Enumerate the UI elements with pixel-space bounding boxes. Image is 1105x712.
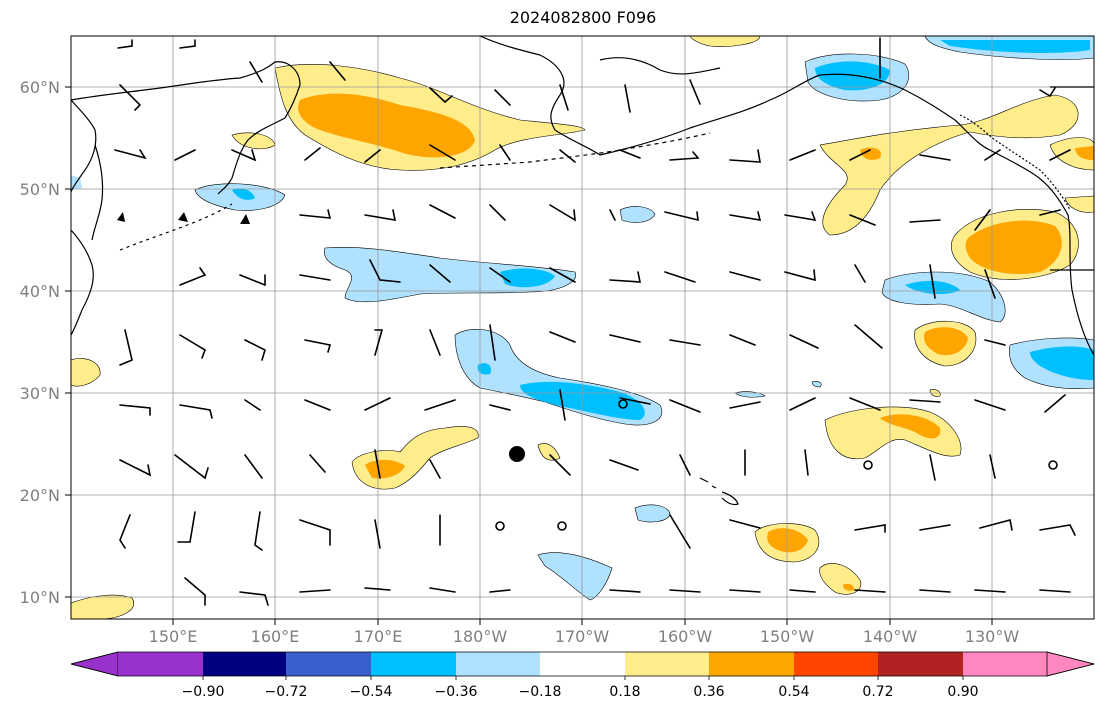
colorbar-tick-label: 0.36 bbox=[693, 684, 724, 700]
colorbar-tick-label: −0.36 bbox=[435, 684, 478, 700]
lon-label: 180°W bbox=[453, 627, 508, 646]
colorbar bbox=[70, 651, 1095, 680]
colorbar-tick-label: 0.90 bbox=[947, 684, 978, 700]
lat-label: 20°N bbox=[20, 486, 60, 505]
colorbar-labels: −0.90 −0.72 −0.54 −0.36 −0.18 0.18 0.36 … bbox=[182, 684, 979, 700]
map-title: 2024082800 F096 bbox=[509, 8, 657, 27]
colorbar-tick-label: 0.18 bbox=[609, 684, 640, 700]
latitude-labels: 60°N 50°N 40°N 30°N 20°N 10°N bbox=[20, 78, 60, 607]
triangle-markers bbox=[117, 212, 250, 224]
colorbar-tick-label: −0.18 bbox=[519, 684, 562, 700]
lon-label: 160°E bbox=[251, 627, 300, 646]
lat-label: 40°N bbox=[20, 282, 60, 301]
wind-barbs bbox=[114, 37, 1076, 606]
axis-ticks bbox=[65, 86, 993, 625]
colorbar-tick-label: −0.72 bbox=[265, 684, 308, 700]
coastlines bbox=[71, 36, 1094, 506]
lon-label: 150°E bbox=[149, 627, 198, 646]
lat-label: 50°N bbox=[20, 180, 60, 199]
lon-label: 140°W bbox=[863, 627, 918, 646]
colorbar-tick-label: 0.54 bbox=[778, 684, 809, 700]
colorbar-tick-label: −0.54 bbox=[350, 684, 393, 700]
colorbar-tick-label: −0.90 bbox=[182, 684, 225, 700]
anomaly-fills bbox=[71, 36, 1094, 619]
lon-label: 150°W bbox=[760, 627, 815, 646]
lat-label: 60°N bbox=[20, 78, 60, 97]
longitude-labels: 150°E 160°E 170°E 180°W 170°W 160°W 150°… bbox=[149, 627, 1020, 646]
lon-label: 170°W bbox=[555, 627, 610, 646]
lat-label: 30°N bbox=[20, 384, 60, 403]
lon-label: 170°E bbox=[354, 627, 403, 646]
colorbar-tick-label: 0.72 bbox=[862, 684, 893, 700]
lon-label: 130°W bbox=[965, 627, 1020, 646]
lat-label: 10°N bbox=[20, 588, 60, 607]
station-markers bbox=[495, 399, 1058, 531]
lon-label: 160°W bbox=[658, 627, 713, 646]
map-area bbox=[71, 36, 1094, 619]
gridlines bbox=[71, 36, 1094, 619]
